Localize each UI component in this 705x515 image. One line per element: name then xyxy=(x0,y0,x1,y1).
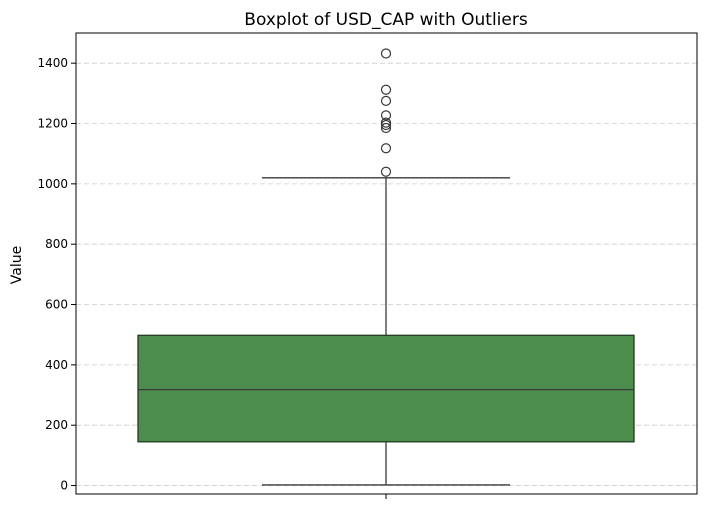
outlier-point xyxy=(380,117,392,128)
outlier-point xyxy=(380,166,392,177)
y-tick-label: 800 xyxy=(45,237,68,251)
y-tick-label: 200 xyxy=(45,418,68,432)
y-tick-label: 1400 xyxy=(37,56,68,70)
outlier-point xyxy=(380,110,392,121)
outlier-point xyxy=(380,95,392,106)
outlier-point xyxy=(380,119,392,131)
axes: 0 200 400 600 800 1000 1200 1400 xyxy=(37,32,698,499)
outlier-point xyxy=(380,143,392,154)
y-tick-label: 1000 xyxy=(37,177,68,191)
y-axis-label: Value xyxy=(9,246,25,284)
y-tick-label: 400 xyxy=(45,358,68,372)
plot-area xyxy=(137,48,635,486)
chart-title: Boxplot of USD_CAP with Outliers xyxy=(244,10,528,30)
outlier-point xyxy=(380,48,392,59)
iqr-box xyxy=(137,334,635,443)
y-tick-label: 0 xyxy=(60,479,68,493)
y-tick-label: 600 xyxy=(45,298,68,312)
outlier-point xyxy=(380,84,392,95)
y-tick-label: 1200 xyxy=(37,117,68,131)
outlier-point xyxy=(380,122,392,134)
